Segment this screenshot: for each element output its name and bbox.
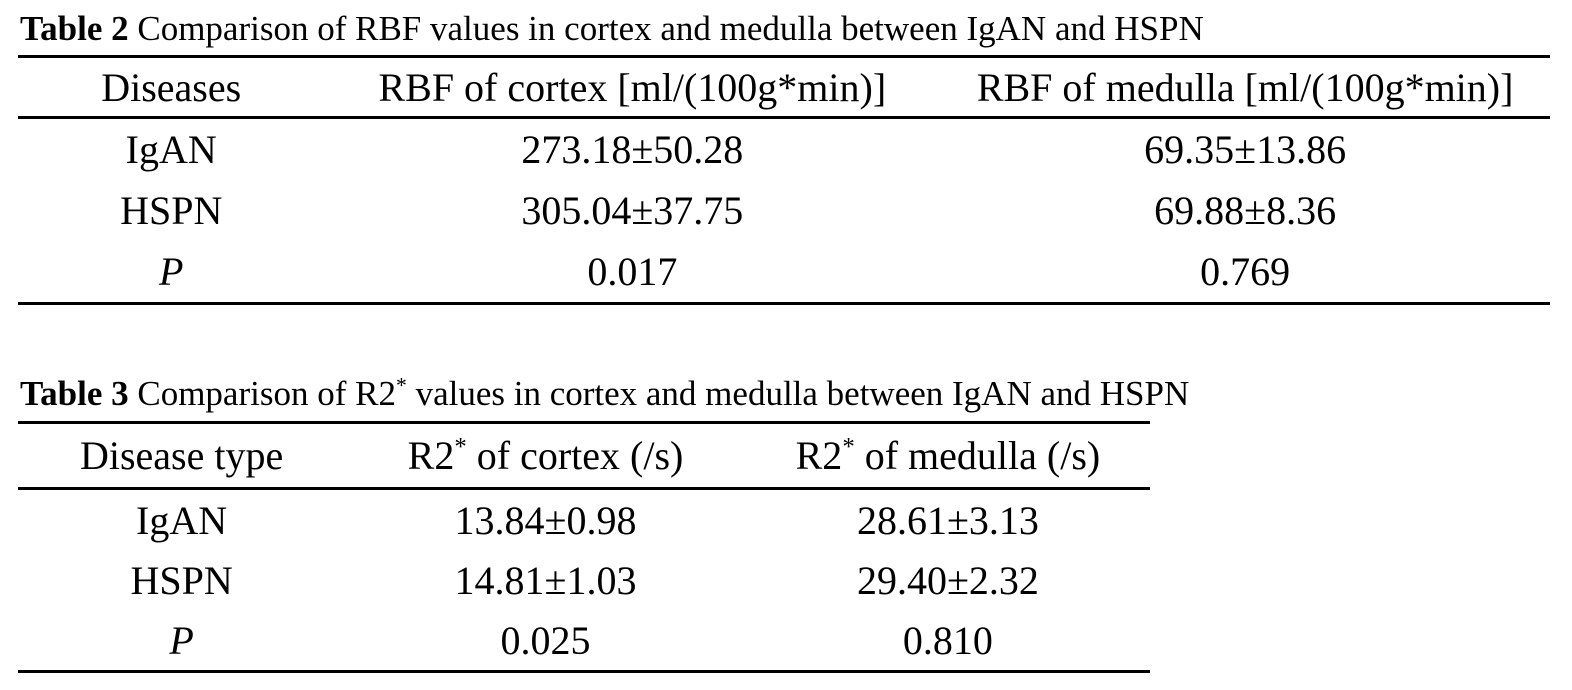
table3-body: IgAN 13.84±0.98 28.61±3.13 HSPN 14.81±1.…: [18, 489, 1150, 672]
table3-p-medulla-value: 0.810: [902, 617, 993, 663]
table3-col-r2-cortex: R2* of cortex (/s): [407, 433, 684, 478]
table3-section: Table 3 Comparison of R2* values in cort…: [18, 373, 1572, 673]
table3: Disease type R2* of cortex (/s) R2* of m…: [18, 421, 1150, 673]
table3-p-label: P: [169, 617, 194, 663]
table2-body: IgAN 273.18±50.28 69.35±13.86 HSPN 305.0…: [18, 118, 1550, 304]
table3-title-text-post: values in cortex and medulla between IgA…: [406, 374, 1190, 413]
table2-p-label: P: [158, 249, 184, 294]
table2-row-hspn: HSPN 305.04±37.75 69.88±8.36: [18, 180, 1550, 241]
table2-title: Table 2 Comparison of RBF values in cort…: [18, 8, 1572, 50]
table3-header: Disease type R2* of cortex (/s) R2* of m…: [18, 423, 1150, 489]
table3-title-text-pre: Comparison of R2: [128, 374, 396, 413]
table3-row-pvalue: P 0.025 0.810: [18, 610, 1150, 672]
table3-col-r2-medulla: R2* of medulla (/s): [795, 433, 1101, 478]
table2-igan-cortex-value: 273.18±50.28: [521, 127, 744, 172]
table3-col-disease-type: Disease type: [79, 433, 284, 478]
table3-hspn-medulla-value: 29.40±2.32: [856, 557, 1039, 603]
table2-col-rbf-cortex: RBF of cortex [ml/(100g*min)]: [378, 64, 887, 110]
table3-row-hspn: HSPN 14.81±1.03 29.40±2.32: [18, 550, 1150, 610]
table2-igan-label: IgAN: [125, 127, 217, 172]
table3-title-label: Table 3: [20, 374, 129, 413]
table2-header-row: Diseases RBF of cortex [ml/(100g*min)] R…: [18, 57, 1550, 118]
table2-section: Table 2 Comparison of RBF values in cort…: [18, 8, 1572, 305]
table2-row-igan: IgAN 273.18±50.28 69.35±13.86: [18, 118, 1550, 181]
table2-header: Diseases RBF of cortex [ml/(100g*min)] R…: [18, 57, 1550, 118]
table2-title-text: Comparison of RBF values in cortex and m…: [128, 9, 1204, 48]
table2: Diseases RBF of cortex [ml/(100g*min)] R…: [18, 55, 1550, 305]
r2-asterisk: *: [842, 433, 855, 461]
table3-igan-cortex-value: 13.84±0.98: [454, 497, 637, 543]
table2-igan-medulla-value: 69.35±13.86: [1144, 127, 1347, 172]
table2-hspn-medulla-value: 69.88±8.36: [1154, 188, 1337, 233]
table2-title-label: Table 2: [20, 9, 129, 48]
table3-igan-label: IgAN: [136, 497, 228, 543]
table2-col-diseases: Diseases: [101, 64, 242, 110]
table2-p-medulla-value: 0.769: [1200, 249, 1291, 294]
table2-col-rbf-medulla: RBF of medulla [ml/(100g*min)]: [976, 64, 1514, 110]
table2-p-cortex-value: 0.017: [587, 249, 678, 294]
table3-p-cortex-value: 0.025: [500, 617, 591, 663]
table3-hspn-label: HSPN: [130, 557, 233, 603]
table3-igan-medulla-value: 28.61±3.13: [856, 497, 1039, 543]
table2-row-pvalue: P 0.017 0.769: [18, 241, 1550, 304]
table2-hspn-cortex-value: 305.04±37.75: [521, 188, 744, 233]
table3-title: Table 3 Comparison of R2* values in cort…: [18, 373, 1572, 415]
r2-asterisk: *: [454, 433, 467, 461]
table3-hspn-cortex-value: 14.81±1.03: [454, 557, 637, 603]
table3-row-igan: IgAN 13.84±0.98 28.61±3.13: [18, 489, 1150, 551]
table3-title-asterisk: *: [395, 373, 407, 398]
table2-hspn-label: HSPN: [120, 188, 223, 233]
table3-header-row: Disease type R2* of cortex (/s) R2* of m…: [18, 423, 1150, 489]
